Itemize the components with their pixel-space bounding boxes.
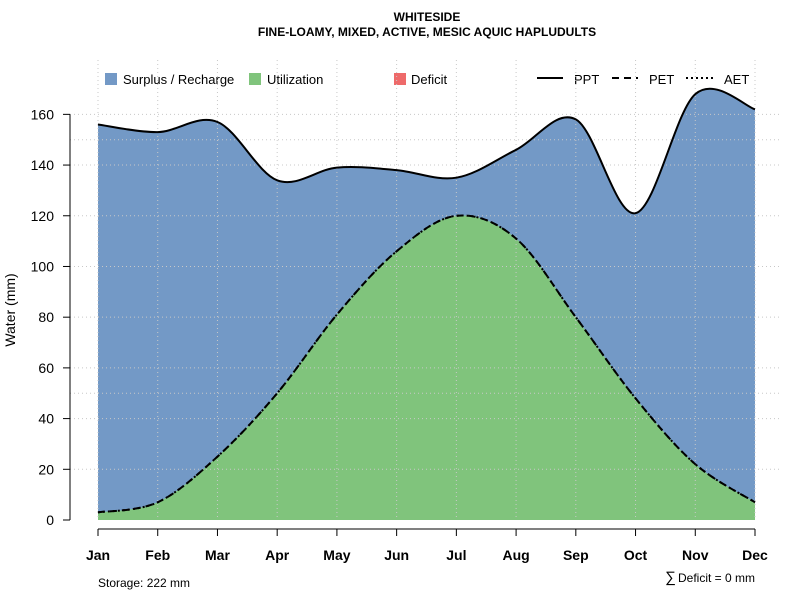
x-tick-label: Mar	[205, 547, 230, 563]
ppt-line	[97, 87, 756, 215]
y-axis-label: Water (mm)	[2, 273, 18, 346]
deficit-label: Deficit = 0 mm	[678, 571, 755, 585]
x-tick-label: Jun	[384, 547, 409, 563]
legend-label-utilization: Utilization	[267, 72, 323, 87]
legend-label-aet: AET	[724, 72, 749, 87]
x-tick-label: Oct	[624, 547, 648, 563]
y-tick-label: 140	[31, 157, 55, 173]
storage-label: Storage: 222 mm	[98, 576, 190, 590]
legend-label-deficit: Deficit	[411, 72, 448, 87]
x-tick-label: Nov	[682, 547, 709, 563]
plot-area: 0 20 40 60 80 100 120 140 160 Jan Feb Mar Apr May Jun J…	[31, 60, 782, 563]
x-tick-label: Jan	[86, 547, 110, 563]
legend-swatch-surplus	[105, 73, 117, 85]
pet-line	[97, 214, 756, 514]
chart-title: WHITESIDE	[394, 10, 461, 24]
deficit-summary: ∑ Deficit = 0 mm	[665, 569, 755, 586]
legend: Surplus / Recharge Utilization Deficit P…	[105, 72, 749, 87]
sigma-icon: ∑	[665, 569, 676, 586]
y-tick-label: 80	[38, 309, 54, 325]
y-tick-label: 60	[38, 360, 54, 376]
x-tick-label: Dec	[742, 547, 768, 563]
legend-swatch-utilization	[249, 73, 261, 85]
chart-subtitle: FINE-LOAMY, MIXED, ACTIVE, MESIC AQUIC H…	[258, 25, 596, 39]
legend-label-pet: PET	[649, 72, 674, 87]
y-tick-label: 120	[31, 208, 55, 224]
x-tick-label: Aug	[502, 547, 529, 563]
x-tick-label: Apr	[265, 547, 290, 563]
x-tick-label: Sep	[563, 547, 589, 563]
x-tick-label: Feb	[145, 547, 170, 563]
legend-swatch-deficit	[394, 73, 406, 85]
x-tick-label: May	[323, 547, 350, 563]
y-tick-label: 100	[31, 258, 55, 274]
y-tick-label: 160	[31, 106, 55, 122]
x-tick-label: Jul	[446, 547, 466, 563]
y-tick-label: 20	[38, 461, 54, 477]
y-tick-label: 0	[46, 512, 54, 528]
legend-label-surplus: Surplus / Recharge	[123, 72, 234, 87]
legend-label-ppt: PPT	[574, 72, 599, 87]
y-tick-label: 40	[38, 411, 54, 427]
